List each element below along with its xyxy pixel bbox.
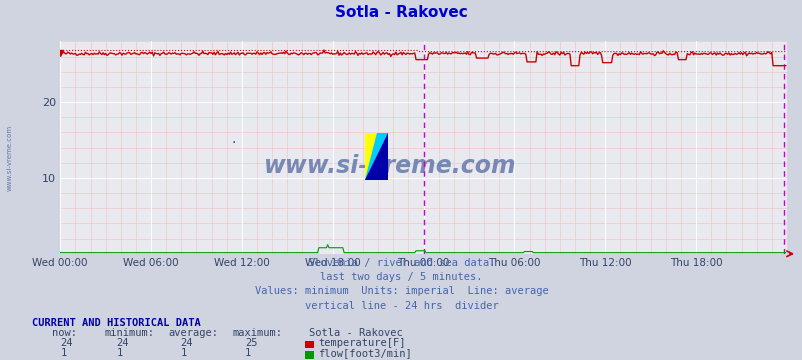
Text: average:: average: xyxy=(168,328,218,338)
Text: maximum:: maximum: xyxy=(233,328,282,338)
Text: 1: 1 xyxy=(116,348,123,358)
Text: minimum:: minimum: xyxy=(104,328,154,338)
Text: 24: 24 xyxy=(116,338,129,348)
Text: 24: 24 xyxy=(180,338,193,348)
Text: Slovenia / river and sea data.: Slovenia / river and sea data. xyxy=(307,258,495,268)
Text: vertical line - 24 hrs  divider: vertical line - 24 hrs divider xyxy=(304,301,498,311)
Text: flow[foot3/min]: flow[foot3/min] xyxy=(318,348,411,358)
Polygon shape xyxy=(365,133,376,180)
Text: Values: minimum  Units: imperial  Line: average: Values: minimum Units: imperial Line: av… xyxy=(254,287,548,297)
Text: 25: 25 xyxy=(245,338,257,348)
Text: 1: 1 xyxy=(245,348,251,358)
Text: temperature[F]: temperature[F] xyxy=(318,338,405,348)
Text: last two days / 5 minutes.: last two days / 5 minutes. xyxy=(320,272,482,282)
Text: CURRENT AND HISTORICAL DATA: CURRENT AND HISTORICAL DATA xyxy=(32,318,200,328)
Text: www.si-vreme.com: www.si-vreme.com xyxy=(6,125,13,192)
Text: now:: now: xyxy=(52,328,77,338)
Text: 1: 1 xyxy=(60,348,67,358)
Text: 1: 1 xyxy=(180,348,187,358)
Text: www.si-vreme.com: www.si-vreme.com xyxy=(263,154,516,178)
Text: .: . xyxy=(231,132,235,147)
Polygon shape xyxy=(365,133,387,180)
Polygon shape xyxy=(365,133,387,180)
Text: Sotla - Rakovec: Sotla - Rakovec xyxy=(334,5,468,20)
Text: Sotla - Rakovec: Sotla - Rakovec xyxy=(309,328,403,338)
Text: 24: 24 xyxy=(60,338,73,348)
